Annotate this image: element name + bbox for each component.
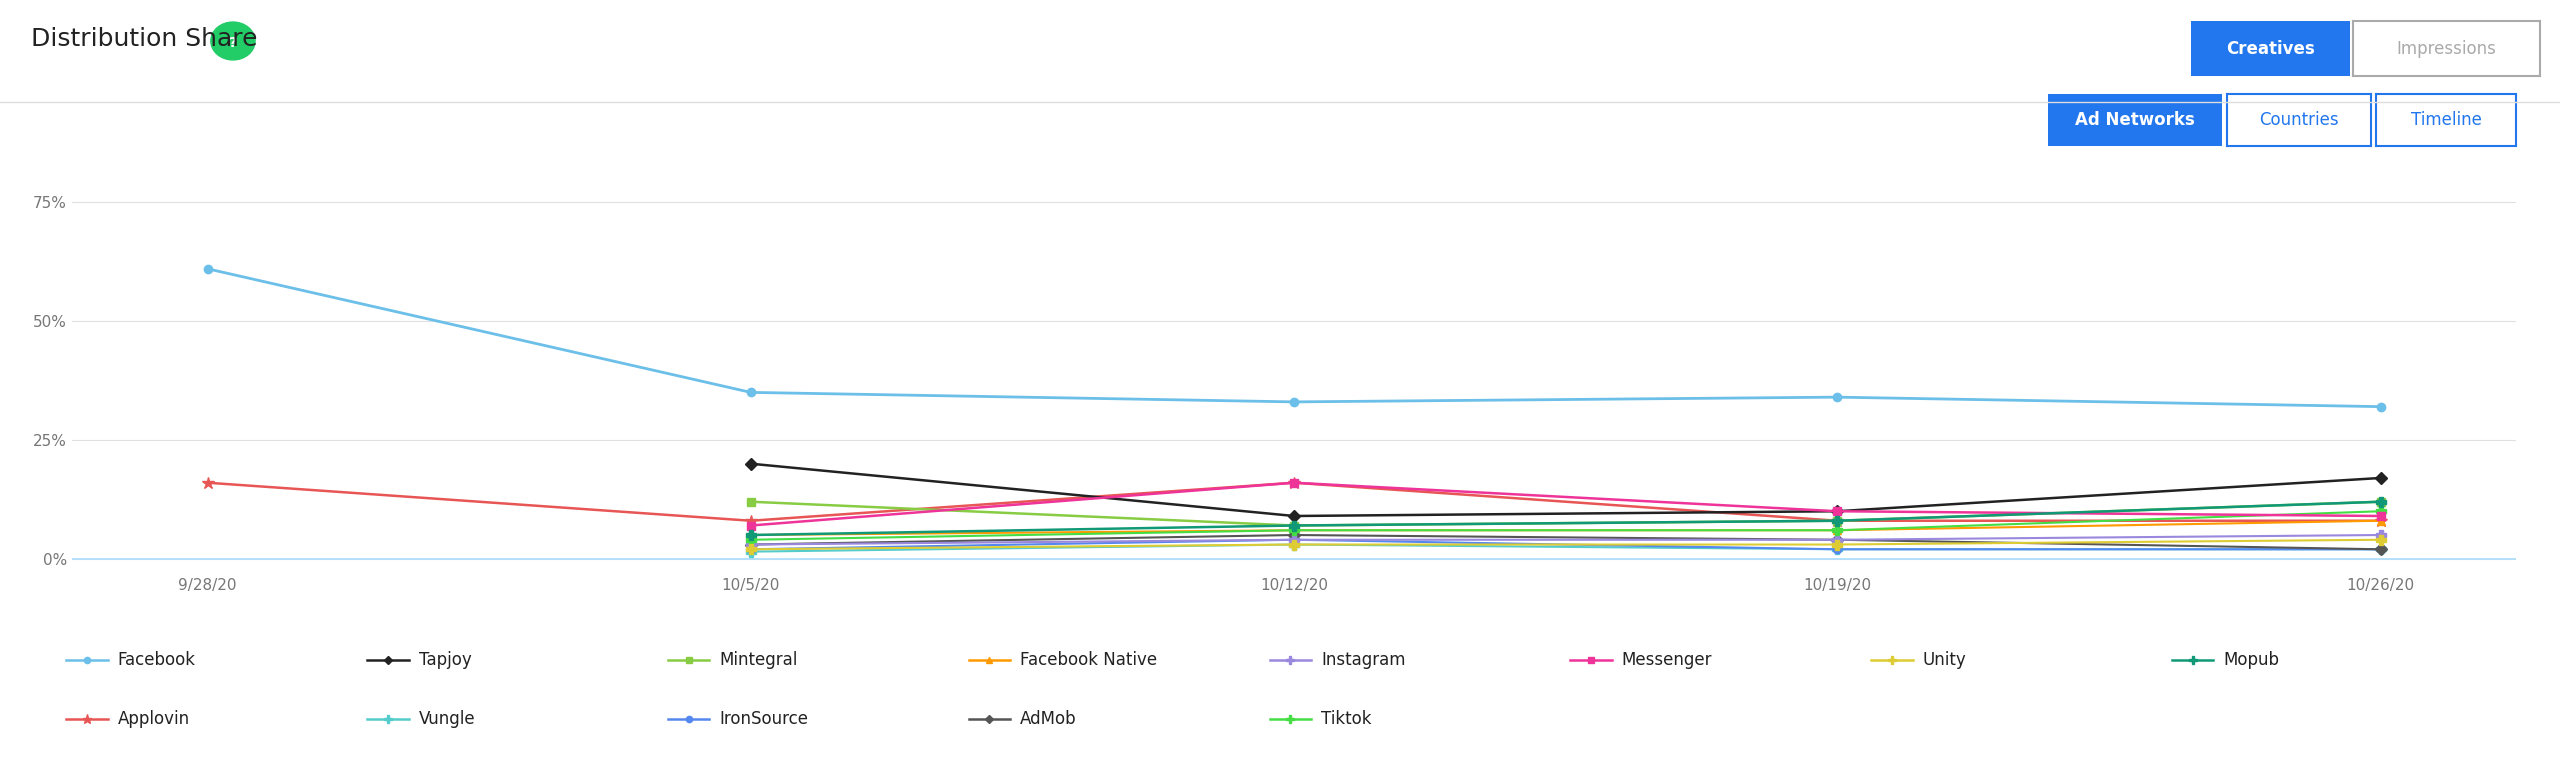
Text: Messenger: Messenger [1623,651,1713,669]
Text: Mopub: Mopub [2222,651,2278,669]
Text: Instagram: Instagram [1321,651,1405,669]
Text: Applovin: Applovin [118,710,189,728]
Text: IronSource: IronSource [719,710,809,728]
Circle shape [210,22,256,60]
Text: Timeline: Timeline [2412,111,2481,129]
Text: AdMob: AdMob [1021,710,1078,728]
Text: Ad Networks: Ad Networks [2076,111,2194,129]
Text: Unity: Unity [1923,651,1966,669]
Text: Impressions: Impressions [2396,39,2496,58]
Text: Mintegral: Mintegral [719,651,799,669]
Text: Facebook Native: Facebook Native [1021,651,1157,669]
Text: Facebook: Facebook [118,651,195,669]
Text: Vungle: Vungle [417,710,476,728]
Text: Creatives: Creatives [2227,39,2314,58]
Text: Distribution Share: Distribution Share [31,27,256,51]
Text: ?: ? [228,36,238,49]
Text: Countries: Countries [2258,111,2340,129]
Text: Tiktok: Tiktok [1321,710,1372,728]
Text: Tapjoy: Tapjoy [417,651,471,669]
